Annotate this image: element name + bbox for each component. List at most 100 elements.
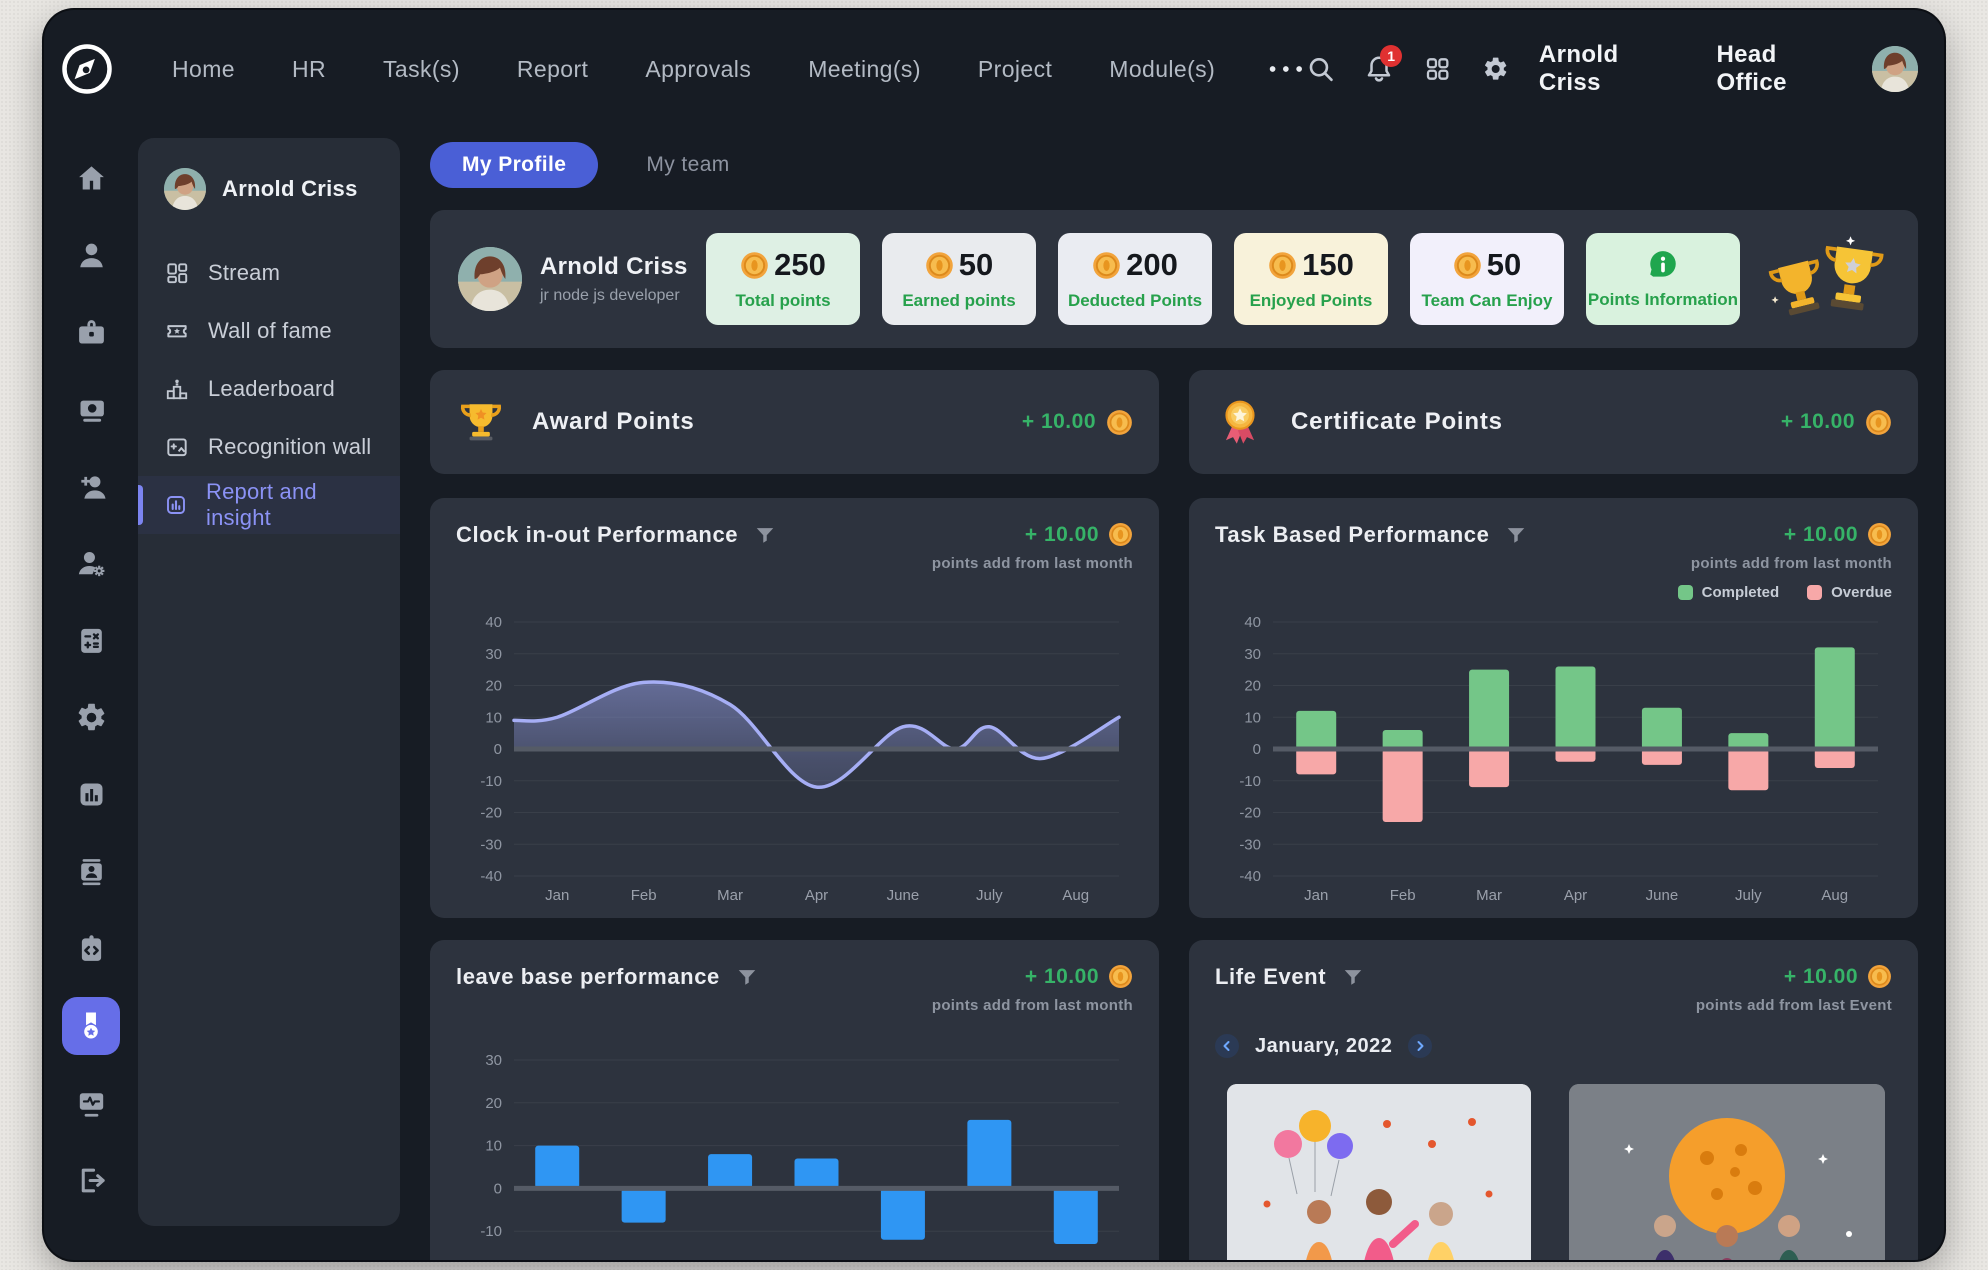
sidebar-item-stream[interactable]: Stream — [138, 244, 400, 302]
rail-bar-chart-icon[interactable] — [75, 778, 108, 811]
sidebar-item-wall-of-fame[interactable]: Wall of fame — [138, 302, 400, 360]
rail-id-card-icon[interactable] — [75, 855, 108, 888]
life-event-month-label: January, 2022 — [1255, 1034, 1393, 1057]
points-card-team-can-enjoy[interactable]: 50 Team Can Enjoy — [1410, 233, 1564, 325]
svg-text:40: 40 — [1244, 614, 1261, 631]
svg-text:-10: -10 — [480, 1223, 502, 1240]
rail-briefcase-icon[interactable] — [75, 316, 108, 349]
svg-text:-30: -30 — [480, 836, 502, 853]
rail-clipboard-code-icon[interactable] — [75, 932, 108, 965]
legend-overdue[interactable]: Overdue — [1807, 584, 1892, 601]
trophies-illustration — [1762, 229, 1890, 329]
search-icon[interactable] — [1307, 54, 1334, 84]
rail-settings-gear-icon[interactable] — [75, 701, 108, 734]
svg-text:-40: -40 — [480, 868, 502, 885]
svg-text:-20: -20 — [480, 805, 502, 822]
svg-text:June: June — [1646, 887, 1679, 904]
nav-item-modules[interactable]: Module(s) — [1109, 55, 1216, 82]
settings-gear-icon[interactable] — [1482, 54, 1509, 84]
filter-funnel-icon[interactable] — [736, 966, 758, 988]
sidebar-user[interactable]: Arnold Criss — [138, 168, 400, 210]
legend-completed[interactable]: Completed — [1677, 584, 1779, 601]
coin-icon — [740, 251, 769, 280]
profile-points-strip: Arnold Criss jr node js developer 250 To… — [430, 210, 1918, 348]
award-points-card[interactable]: Award Points + 10.00 — [430, 370, 1159, 474]
svg-text:0: 0 — [1253, 741, 1261, 758]
points-label: Points Information — [1587, 290, 1739, 309]
profile-avatar[interactable] — [458, 247, 522, 311]
clock-chart-title: Clock in-out Performance — [456, 522, 739, 547]
topbar-actions: 1 Arnold Criss Head Office — [1307, 41, 1918, 97]
svg-text:10: 10 — [485, 1138, 502, 1155]
nav-item-home[interactable]: Home — [172, 55, 235, 82]
coin-icon — [1108, 964, 1133, 989]
filter-funnel-icon[interactable] — [754, 524, 776, 546]
nav-item-hr[interactable]: HR — [291, 55, 326, 82]
main-content: My Profile My team Arnold Criss jr node … — [400, 128, 1944, 1260]
nav-item-tasks[interactable]: Task(s) — [382, 55, 460, 82]
nav-more-icon[interactable] — [1265, 57, 1307, 81]
points-card-earned[interactable]: 50 Earned points — [882, 233, 1036, 325]
rail-monitor-activity-icon[interactable] — [75, 1087, 108, 1120]
rail-rewards-medal-icon-active[interactable] — [62, 997, 120, 1055]
svg-text:Feb: Feb — [1390, 887, 1416, 904]
sidebar-item-leaderboard[interactable]: Leaderboard — [138, 360, 400, 418]
clock-chart-subtitle: points add from last month — [931, 555, 1133, 572]
coin-icon — [1453, 251, 1482, 280]
rail-home-icon[interactable] — [75, 162, 108, 195]
profile-tabs: My Profile My team — [430, 142, 1918, 188]
profile-identity: Arnold Criss jr node js developer — [458, 247, 706, 311]
points-card-deducted[interactable]: 200 Deducted Points — [1058, 233, 1212, 325]
svg-text:20: 20 — [485, 1095, 502, 1112]
svg-text:Apr: Apr — [1564, 887, 1587, 904]
svg-text:20: 20 — [1244, 678, 1261, 695]
sidebar-user-avatar — [164, 168, 206, 210]
nav-item-approvals[interactable]: Approvals — [645, 55, 752, 82]
rail-payroll-icon[interactable] — [75, 393, 108, 426]
topbar-office-name[interactable]: Head Office — [1716, 41, 1787, 96]
rail-calculator-icon[interactable] — [75, 624, 108, 657]
rail-employees-icon[interactable] — [75, 239, 108, 272]
award-points-value: + 10.00 — [1021, 410, 1096, 433]
rail-logout-icon[interactable] — [75, 1164, 108, 1197]
svg-text:30: 30 — [485, 1052, 502, 1069]
points-value: 150 — [1302, 247, 1354, 282]
apps-grid-icon[interactable] — [1424, 54, 1451, 84]
points-card-total[interactable]: 250 Total points — [706, 233, 860, 325]
svg-text:0: 0 — [494, 1180, 502, 1197]
next-month-button[interactable] — [1408, 1034, 1433, 1058]
sidebar-item-label: Stream — [208, 260, 281, 285]
notifications-bell-icon[interactable]: 1 — [1364, 45, 1403, 84]
coin-icon — [1106, 409, 1133, 436]
sidebar-item-report-and-insight[interactable]: Report and insight — [138, 476, 400, 534]
svg-text:Mar: Mar — [1476, 887, 1502, 904]
icon-rail — [44, 128, 138, 1260]
topbar-avatar[interactable] — [1871, 46, 1918, 92]
nav-item-meetings[interactable]: Meeting(s) — [808, 55, 921, 82]
life-event-subtitle: points add from last Event — [1695, 997, 1892, 1014]
filter-funnel-icon[interactable] — [1505, 524, 1527, 546]
tab-my-team[interactable]: My team — [646, 153, 730, 176]
prev-month-button[interactable] — [1215, 1034, 1239, 1058]
nav-item-project[interactable]: Project — [977, 55, 1053, 82]
points-card-information[interactable]: Points Information — [1586, 233, 1740, 325]
clock-in-out-performance-card: Clock in-out Performance + 10.00 points … — [430, 498, 1159, 918]
rail-add-user-icon[interactable] — [75, 470, 108, 503]
points-card-enjoyed[interactable]: 150 Enjoyed Points — [1234, 233, 1388, 325]
filter-funnel-icon[interactable] — [1342, 966, 1364, 988]
tab-my-profile[interactable]: My Profile — [430, 142, 599, 188]
nav-item-report[interactable]: Report — [516, 55, 589, 82]
svg-text:-10: -10 — [1239, 773, 1261, 790]
leave-points-value: + 10.00 — [1024, 964, 1099, 988]
svg-text:-40: -40 — [1239, 868, 1261, 885]
topbar-user-name[interactable]: Arnold Criss — [1538, 41, 1619, 96]
sidebar-item-recognition-wall[interactable]: Recognition wall — [138, 418, 400, 476]
trophy-icon — [456, 397, 506, 447]
life-event-illustration-1[interactable] — [1227, 1084, 1531, 1260]
rail-user-settings-icon[interactable] — [75, 547, 108, 580]
certificate-points-card[interactable]: Certificate Points + 10.00 — [1189, 370, 1918, 474]
app-logo-compass-icon[interactable] — [60, 42, 114, 96]
svg-text:Feb: Feb — [631, 887, 657, 904]
points-info-bubble-icon — [1646, 248, 1680, 282]
life-event-illustration-2[interactable] — [1569, 1084, 1885, 1260]
